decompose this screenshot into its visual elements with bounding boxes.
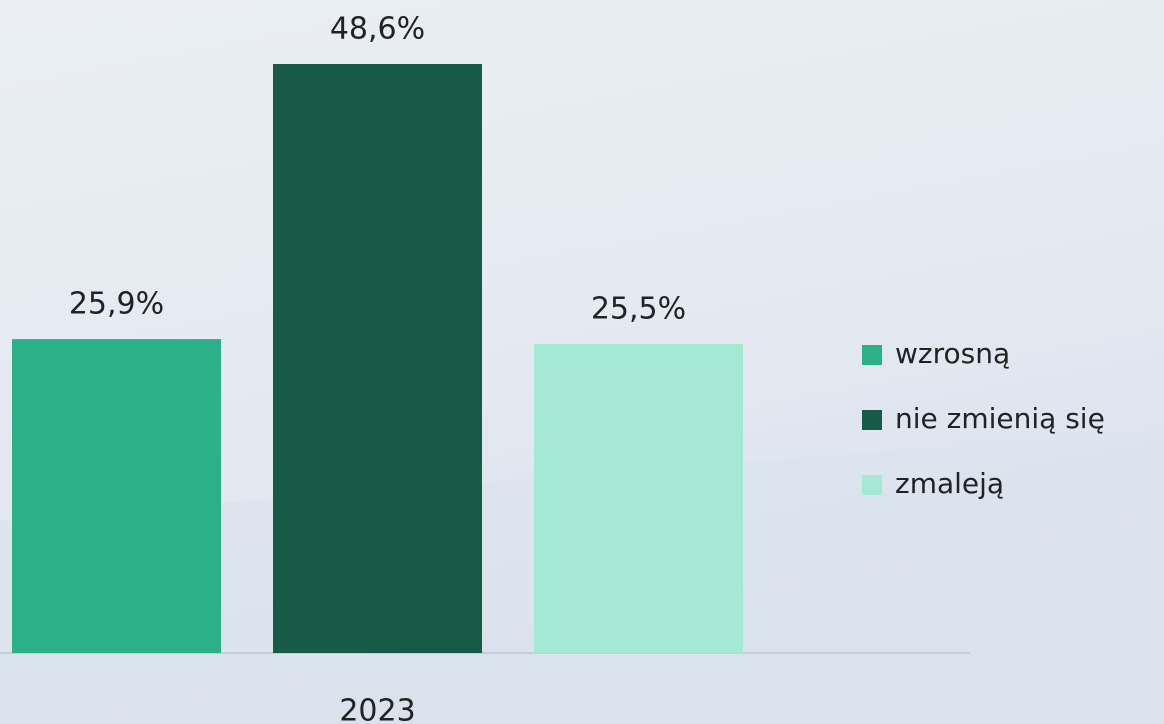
bar (12, 339, 221, 653)
legend-label: wzrosną (895, 337, 1010, 370)
legend-swatch (862, 475, 882, 495)
x-tick-label: 2023 (339, 694, 415, 724)
legend-label: nie zmienią się (895, 402, 1105, 435)
bar (534, 343, 743, 653)
legend-label: zmaleją (895, 467, 1004, 500)
data-label: 25,5% (591, 291, 686, 326)
bar (273, 64, 482, 653)
data-label: 25,9% (69, 287, 164, 322)
data-label: 48,6% (330, 12, 425, 47)
legend-swatch (862, 410, 882, 430)
legend-swatch (862, 345, 882, 365)
